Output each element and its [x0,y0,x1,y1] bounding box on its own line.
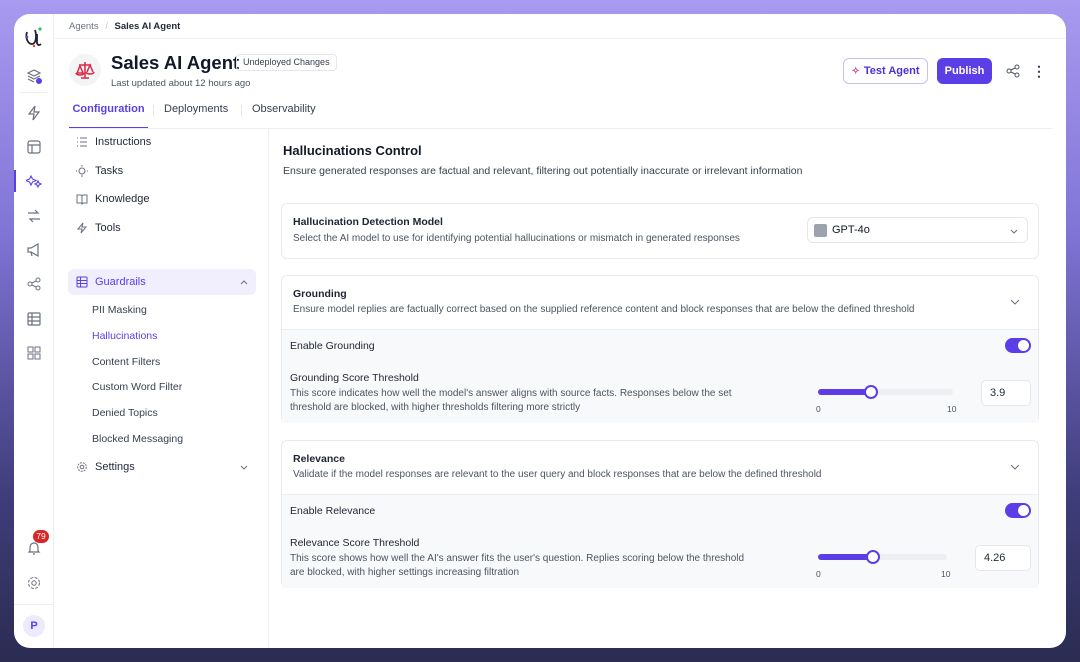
app-window: 79 P Agents / Sales AI Agent Sales AI Ag… [14,14,1066,648]
book-icon [76,194,88,205]
layers-home-icon[interactable] [26,68,42,84]
slider-handle[interactable] [865,550,880,564]
nav-knowledge[interactable]: Knowledge [68,186,256,212]
nav-content-filters[interactable]: Content Filters [92,356,161,368]
tab-deployments[interactable]: Deployments [164,103,229,115]
relevance-toggle[interactable] [1005,503,1031,518]
relevance-card: Relevance Validate if the model response… [281,440,1039,588]
avatar[interactable]: P [23,615,45,637]
more-options-icon[interactable]: ⋮ [1032,63,1046,79]
chevron-down-icon[interactable] [1009,461,1021,473]
table-icon[interactable] [26,311,42,327]
nav-tasks[interactable]: Tasks [68,158,256,184]
nav-settings[interactable]: Settings [68,454,256,480]
lightbulb-icon [76,165,88,177]
chevron-down-icon [1010,229,1018,234]
breadcrumb: Agents / Sales AI Agent [69,21,181,32]
nav-hallucinations[interactable]: Hallucinations [92,330,158,342]
breadcrumb-agents[interactable]: Agents [69,21,99,32]
config-nav: Instructions Tasks Knowledge Tools Guard… [54,129,269,648]
grounding-toggle[interactable] [1005,338,1031,353]
logo-icon [24,26,44,48]
tab-configuration[interactable]: Configuration [69,103,148,129]
enable-grounding-label: Enable Grounding [290,340,375,352]
relevance-slider[interactable] [818,550,947,564]
page-title: Sales AI Agent [111,52,240,73]
chevron-up-icon [240,280,248,285]
list-icon [77,137,87,147]
tabs: Configuration Deployments Observability [69,103,1066,129]
grounding-value-input[interactable]: 3.9 [981,380,1031,406]
chevron-down-icon [240,465,248,470]
publish-button[interactable]: Publish [937,58,992,84]
model-title: Hallucination Detection Model [293,216,443,228]
tab-observability[interactable]: Observability [252,103,316,115]
bell-icon[interactable] [26,540,42,556]
test-sparkle-icon: ✧ [851,65,860,77]
slider-handle[interactable] [863,385,878,399]
test-agent-button[interactable]: ✧ Test Agent [843,58,928,84]
nav-custom-word-filter[interactable]: Custom Word Filter [92,381,183,393]
breadcrumb-current: Sales AI Agent [114,21,181,32]
settings-gear-icon[interactable] [26,575,42,591]
nav-tools[interactable]: Tools [68,215,256,241]
grounding-desc: Ensure model replies are factually corre… [293,304,915,315]
relevance-value-input[interactable]: 4.26 [975,545,1031,571]
nav-guardrails[interactable]: Guardrails [68,269,256,295]
nav-instructions[interactable]: Instructions [68,129,256,155]
nav-denied-topics[interactable]: Denied Topics [92,407,158,419]
notification-badge: 79 [33,530,49,543]
bolt-icon[interactable] [26,105,42,121]
last-updated: Last updated about 12 hours ago [111,78,251,89]
enable-relevance-label: Enable Relevance [290,505,376,517]
model-logo-icon [814,224,827,237]
model-desc: Select the AI model to use for identifyi… [293,233,740,244]
gear-icon [77,462,87,472]
agent-avatar [69,54,101,86]
relevance-title: Relevance [293,453,345,465]
section-subtitle: Ensure generated responses are factual a… [283,165,803,177]
share-nodes-icon[interactable] [26,276,42,292]
model-select[interactable]: GPT-4o [807,217,1028,243]
icon-rail: 79 P [14,14,54,648]
bolt-icon [76,222,88,234]
share-icon[interactable] [1005,63,1021,79]
nav-blocked-messaging[interactable]: Blocked Messaging [92,433,184,445]
scales-icon [75,62,95,79]
model-card: Hallucination Detection Model Select the… [281,203,1039,259]
grounding-card: Grounding Ensure model replies are factu… [281,275,1039,423]
grounding-title: Grounding [293,288,347,300]
grounding-threshold-title: Grounding Score Threshold [290,372,419,384]
nav-pii-masking[interactable]: PII Masking [92,304,147,316]
megaphone-icon[interactable] [26,242,42,258]
section-title: Hallucinations Control [283,143,422,158]
table-icon [76,276,88,288]
chevron-down-icon[interactable] [1009,296,1021,308]
relevance-desc: Validate if the model responses are rele… [293,469,822,480]
grounding-slider[interactable] [818,385,953,399]
grid-icon[interactable] [26,345,42,361]
agents-sparkle-icon[interactable] [24,173,43,189]
relevance-threshold-title: Relevance Score Threshold [290,537,420,549]
status-badge: Undeployed Changes [236,54,337,71]
arrows-icon[interactable] [26,208,42,224]
layout-icon[interactable] [26,139,42,155]
